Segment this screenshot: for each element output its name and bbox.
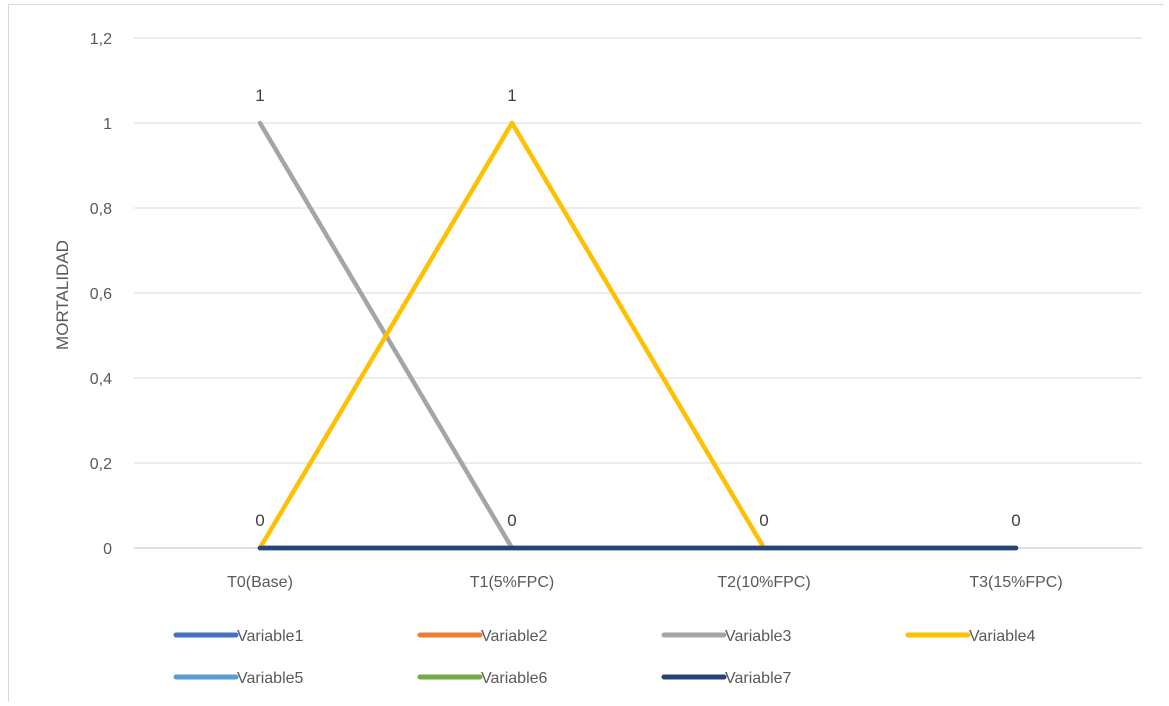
x-tick-label: T0(Base) bbox=[227, 574, 293, 591]
x-tick-label: T1(5%FPC) bbox=[470, 574, 554, 591]
y-tick-label: 1,2 bbox=[90, 31, 112, 48]
legend-item-variable1[interactable]: Variable1 bbox=[173, 628, 304, 645]
legend-item-variable2[interactable]: Variable2 bbox=[417, 628, 548, 645]
chart-area bbox=[8, 4, 1164, 702]
legend-item-variable6[interactable]: Variable6 bbox=[417, 670, 548, 687]
y-axis-title: MORTALIDAD bbox=[53, 240, 72, 350]
x-tick-label: T3(15%FPC) bbox=[969, 574, 1062, 591]
y-tick-label: 0,2 bbox=[90, 456, 112, 473]
legend-label: Variable6 bbox=[481, 670, 548, 687]
x-tick-label: T2(10%FPC) bbox=[717, 574, 810, 591]
y-tick-label: 0,8 bbox=[90, 201, 112, 218]
legend-item-variable4[interactable]: Variable4 bbox=[905, 628, 1036, 645]
data-point bbox=[1015, 547, 1017, 549]
y-tick-label: 0 bbox=[103, 541, 112, 558]
data-point bbox=[763, 547, 765, 549]
data-label: 0 bbox=[255, 511, 264, 530]
legend-item-variable3[interactable]: Variable3 bbox=[661, 628, 792, 645]
legend-label: Variable5 bbox=[237, 670, 304, 687]
legend-label: Variable1 bbox=[237, 628, 304, 645]
data-point bbox=[511, 122, 513, 124]
legend-label: Variable7 bbox=[725, 670, 792, 687]
legend-item-variable5[interactable]: Variable5 bbox=[173, 670, 304, 687]
y-tick-label: 1 bbox=[103, 116, 112, 133]
data-label: 0 bbox=[759, 511, 768, 530]
data-label: 1 bbox=[507, 86, 516, 105]
data-label: 1 bbox=[255, 86, 264, 105]
data-point bbox=[511, 547, 513, 549]
legend-label: Variable3 bbox=[725, 628, 792, 645]
legend-label: Variable2 bbox=[481, 628, 548, 645]
data-point bbox=[259, 122, 261, 124]
legend-item-variable7[interactable]: Variable7 bbox=[661, 670, 792, 687]
data-label: 0 bbox=[1011, 511, 1020, 530]
data-label: 0 bbox=[507, 511, 516, 530]
y-tick-label: 0,4 bbox=[90, 371, 112, 388]
data-point bbox=[259, 547, 261, 549]
series-line-variable4 bbox=[257, 120, 767, 551]
legend-label: Variable4 bbox=[969, 628, 1036, 645]
y-tick-label: 0,6 bbox=[90, 286, 112, 303]
